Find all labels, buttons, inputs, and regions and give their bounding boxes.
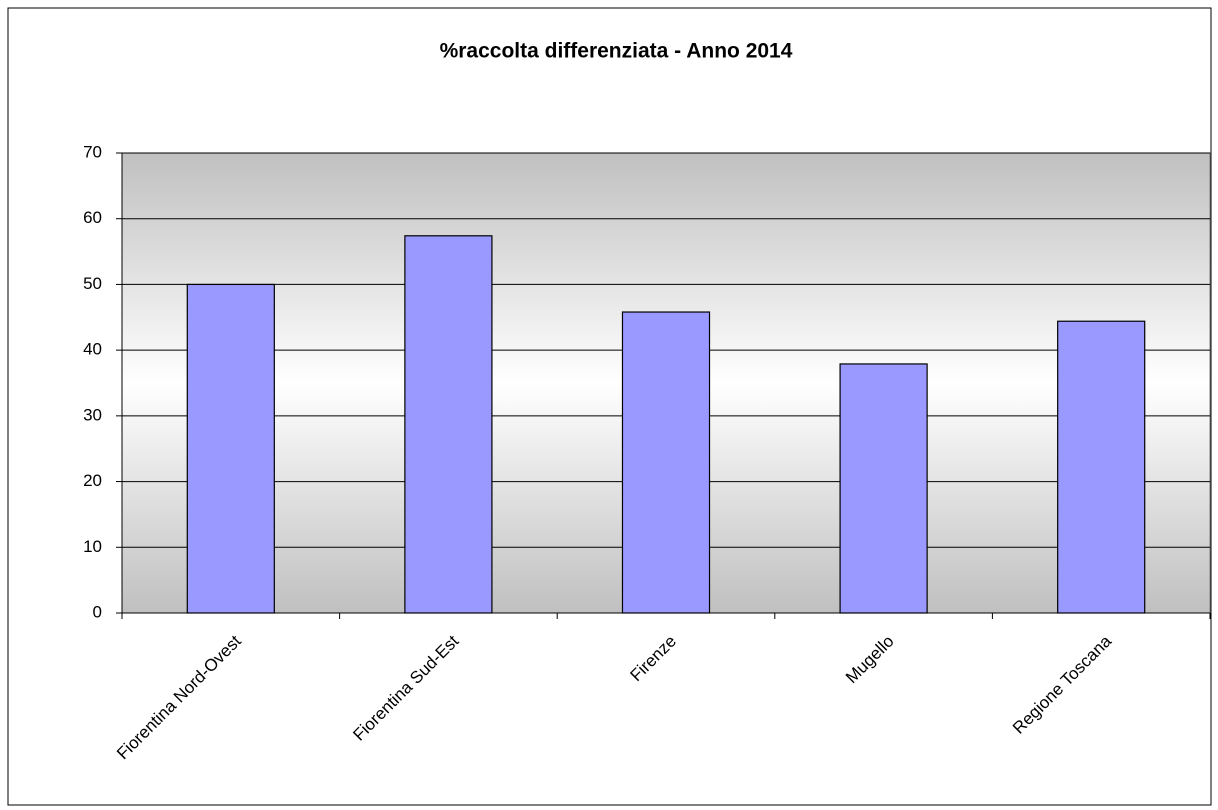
bar (839, 363, 928, 614)
chart-title: %raccolta differenziata - Anno 2014 (440, 40, 793, 63)
y-tick-label: 50 (83, 274, 102, 293)
bar (404, 235, 493, 614)
y-tick-label: 30 (83, 405, 102, 424)
y-tick-label: 40 (83, 340, 102, 359)
bar (186, 283, 275, 614)
y-tick-label: 20 (83, 471, 102, 490)
bar (1057, 320, 1146, 614)
y-tick-label: 70 (83, 142, 102, 161)
bar (621, 311, 711, 614)
y-tick-label: 0 (93, 602, 102, 621)
y-tick-label: 60 (83, 208, 102, 227)
y-tick-label: 10 (83, 537, 102, 556)
